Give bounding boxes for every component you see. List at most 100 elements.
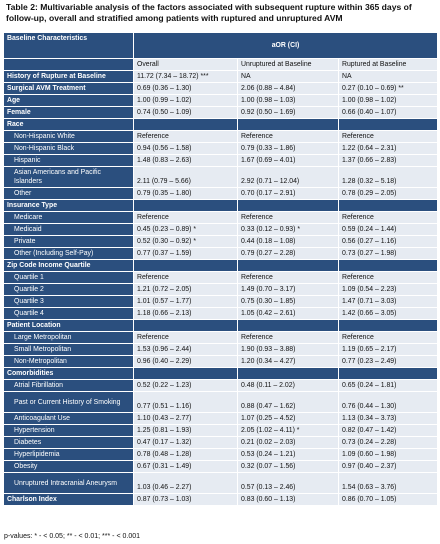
row-label: Race — [3, 118, 134, 131]
row-value: 1.54 (0.63 – 3.76) — [337, 472, 439, 494]
row-value: 0.73 (0.24 – 2.28) — [337, 436, 439, 449]
row-label: Quartile 1 — [3, 271, 134, 284]
row-value: 1.37 (0.66 – 2.83) — [337, 154, 439, 167]
row-value — [237, 319, 339, 332]
table-row: Anticoagulant Use 1.10 (0.43 – 2.77) 1.07 … — [3, 412, 439, 425]
row-value — [133, 199, 238, 212]
row-value: Reference — [237, 130, 339, 143]
row-label: Other — [3, 187, 134, 200]
row-value: 11.72 (7.34 – 18.72) *** — [133, 70, 238, 83]
header-row: Baseline Characteristics aOR (CI) — [3, 32, 439, 59]
row-value: 0.92 (0.50 – 1.69) — [237, 106, 339, 119]
row-label: Past or Current History of Smoking — [3, 391, 134, 413]
row-label: Insurance Type — [3, 199, 134, 212]
row-value: 2.06 (0.88 – 4.84) — [237, 82, 339, 95]
table-row: Quartile 3 1.01 (0.57 – 1.77) 0.75 (0.30 –… — [3, 295, 439, 308]
subheader-ruptured: Ruptured at Baseline — [337, 58, 439, 71]
subheader-overall: Overall — [133, 58, 238, 71]
row-label: Anticoagulant Use — [3, 412, 134, 425]
row-value: 1.49 (0.70 – 3.17) — [237, 283, 339, 296]
row-label: Patient Location — [3, 319, 134, 332]
row-value: 0.83 (0.60 – 1.13) — [237, 493, 339, 506]
row-value: 0.74 (0.50 – 1.09) — [133, 106, 238, 119]
row-value: 0.78 (0.48 – 1.28) — [133, 448, 238, 461]
row-label: Asian Americans and Pacific Islanders — [3, 166, 134, 188]
subheader-blank-cell — [3, 58, 134, 71]
row-label: Female — [3, 106, 134, 119]
row-value — [237, 367, 339, 380]
row-value: 0.47 (0.17 – 1.32) — [133, 436, 238, 449]
row-label: Age — [3, 94, 134, 107]
table-row: Large Metropolitan Reference Reference Refe… — [3, 331, 439, 344]
row-value: 1.00 (0.98 – 1.02) — [337, 94, 439, 107]
row-value: 0.79 (0.27 – 2.28) — [237, 247, 339, 260]
row-value: 0.77 (0.37 – 1.59) — [133, 247, 238, 260]
row-value — [237, 118, 339, 131]
table-row: Quartile 2 1.21 (0.72 – 2.05) 1.49 (0.70 –… — [3, 283, 439, 296]
row-value: 0.78 (0.29 – 2.05) — [337, 187, 439, 200]
row-value: Reference — [237, 271, 339, 284]
table-row: Non-Metropolitan 0.96 (0.40 – 2.29) 1.20 (… — [3, 355, 439, 368]
section-row: Insurance Type — [3, 199, 439, 212]
row-label: Surgical AVM Treatment — [3, 82, 134, 95]
row-label: Quartile 3 — [3, 295, 134, 308]
row-value: Reference — [237, 211, 339, 224]
table-row: History of Rupture at Baseline 11.72 (7.3… — [3, 70, 439, 83]
table-row: Non-Hispanic White Reference Reference Refe… — [3, 130, 439, 143]
row-value: 0.44 (0.18 – 1.08) — [237, 235, 339, 248]
row-value: 0.77 (0.51 – 1.16) — [133, 391, 238, 413]
row-label: Diabetes — [3, 436, 134, 449]
row-value — [237, 199, 339, 212]
row-label: Hispanic — [3, 154, 134, 167]
footnote: p-values: * - < 0.05; ** - < 0.01; *** -… — [4, 533, 140, 540]
row-value: 1.53 (0.96 – 2.44) — [133, 343, 238, 356]
row-value: Reference — [337, 211, 439, 224]
row-value: 1.21 (0.72 – 2.05) — [133, 283, 238, 296]
row-value: Reference — [337, 331, 439, 344]
row-value: 0.87 (0.73 – 1.03) — [133, 493, 238, 506]
row-label: Medicaid — [3, 223, 134, 236]
table-row: Age 1.00 (0.99 – 1.02) 1.00 (0.98 – 1.03) 1… — [3, 94, 439, 107]
table-row: Non-Hispanic Black 0.94 (0.56 – 1.58) 0.79… — [3, 142, 439, 155]
table-title: Table 2: Multivariable analysis of the f… — [6, 2, 412, 23]
row-label: Non-Hispanic Black — [3, 142, 134, 155]
table-row: Small Metropolitan 1.53 (0.96 – 2.44) 1.90… — [3, 343, 439, 356]
row-value: 0.45 (0.23 – 0.89) * — [133, 223, 238, 236]
row-value: 1.47 (0.71 – 3.03) — [337, 295, 439, 308]
row-value: Reference — [337, 130, 439, 143]
row-label: Medicare — [3, 211, 134, 224]
row-label: Other (Including Self-Pay) — [3, 247, 134, 260]
row-value: Reference — [133, 331, 238, 344]
table-row: Hispanic 1.48 (0.83 – 2.63) 1.67 (0.69 – 4… — [3, 154, 439, 167]
row-label: Hyperlipidemia — [3, 448, 134, 461]
table-row: Other 0.79 (0.35 – 1.80) 0.70 (0.17 – 2.91… — [3, 187, 439, 200]
table-row: Other (Including Self-Pay) 0.77 (0.37 – 1… — [3, 247, 439, 260]
row-value: 0.27 (0.10 – 0.69) ** — [337, 82, 439, 95]
row-label: Zip Code Income Quartile — [3, 259, 134, 272]
row-value: 1.09 (0.60 – 1.98) — [337, 448, 439, 461]
row-label: Quartile 4 — [3, 307, 134, 320]
row-value: 0.73 (0.27 – 1.98) — [337, 247, 439, 260]
row-value: 2.05 (1.02 – 4.11) * — [237, 424, 339, 437]
row-value — [133, 367, 238, 380]
row-value: 0.86 (0.70 – 1.05) — [337, 493, 439, 506]
row-value — [337, 199, 439, 212]
table-row: Medicaid 0.45 (0.23 – 0.89) * 0.33 (0.12 –… — [3, 223, 439, 236]
row-label: Small Metropolitan — [3, 343, 134, 356]
table-row: Unruptured Intracranial Aneurysm 1.03 (0.… — [3, 472, 439, 494]
row-value: 0.59 (0.24 – 1.44) — [337, 223, 439, 236]
row-value — [237, 259, 339, 272]
row-value: 2.92 (0.71 – 12.04) — [237, 166, 339, 188]
row-value: 1.03 (0.46 – 2.27) — [133, 472, 238, 494]
row-value: 1.01 (0.57 – 1.77) — [133, 295, 238, 308]
row-value — [337, 319, 439, 332]
table-row: Hypertension 1.25 (0.81 – 1.93) 2.05 (1.02… — [3, 424, 439, 437]
row-value: 0.66 (0.40 – 1.07) — [337, 106, 439, 119]
table-row: Asian Americans and Pacific Islanders 2.1… — [3, 166, 439, 188]
section-row: Race — [3, 118, 439, 131]
row-value: 0.76 (0.44 – 1.30) — [337, 391, 439, 413]
row-value: 1.67 (0.69 – 4.01) — [237, 154, 339, 167]
row-label: Obesity — [3, 460, 134, 473]
row-value: 0.96 (0.40 – 2.29) — [133, 355, 238, 368]
row-value: Reference — [237, 331, 339, 344]
